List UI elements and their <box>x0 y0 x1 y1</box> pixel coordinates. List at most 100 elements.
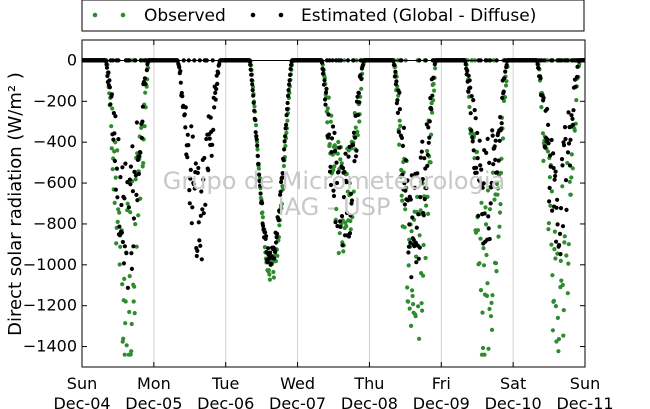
data-point <box>253 130 258 135</box>
data-point <box>551 298 557 303</box>
data-point <box>553 173 558 179</box>
data-point <box>484 293 490 298</box>
data-point <box>475 228 481 233</box>
data-point <box>131 299 136 304</box>
data-point <box>323 90 329 95</box>
data-point <box>256 161 261 167</box>
data-point <box>391 59 396 64</box>
y-axis-label: Direct solar radiation (W/m² ) <box>5 72 26 336</box>
data-point <box>281 163 286 169</box>
data-point <box>432 88 437 93</box>
data-point <box>499 121 504 126</box>
data-point <box>328 119 333 124</box>
y-tick-label: −400 <box>33 132 77 151</box>
data-point <box>191 182 196 187</box>
data-point <box>113 114 118 119</box>
data-point <box>354 148 359 153</box>
data-point <box>343 220 348 225</box>
data-point <box>561 333 566 338</box>
data-point <box>275 231 280 236</box>
data-point <box>132 311 137 316</box>
data-point <box>348 227 353 232</box>
data-point <box>500 136 506 141</box>
data-point <box>334 160 339 165</box>
data-point <box>498 115 503 120</box>
legend-marker-estimated <box>278 12 284 18</box>
data-point <box>284 122 289 127</box>
data-point <box>206 168 211 173</box>
data-point <box>136 171 141 176</box>
data-point <box>355 129 360 134</box>
data-point <box>328 182 334 188</box>
data-point <box>339 161 344 166</box>
legend-label-observed: Observed <box>144 6 226 26</box>
data-point <box>266 246 271 251</box>
data-point <box>419 301 424 306</box>
data-point <box>128 210 133 215</box>
data-point <box>550 328 556 333</box>
data-point <box>481 181 486 186</box>
data-point <box>426 125 431 130</box>
data-point <box>358 73 363 78</box>
data-point <box>559 278 564 283</box>
data-point <box>119 230 124 235</box>
data-point <box>400 143 405 148</box>
data-point <box>215 81 220 86</box>
data-point <box>550 273 555 278</box>
data-point <box>135 157 140 162</box>
data-point <box>272 256 277 261</box>
data-point <box>285 118 290 123</box>
data-point <box>322 97 328 102</box>
data-point <box>536 66 541 71</box>
data-point <box>113 187 118 192</box>
data-point <box>329 150 334 155</box>
data-point <box>417 245 422 250</box>
data-point <box>431 81 436 87</box>
data-point <box>277 223 282 228</box>
data-point <box>124 251 129 256</box>
data-point <box>562 234 567 239</box>
data-point <box>281 158 286 163</box>
data-point <box>426 211 431 216</box>
data-point <box>204 136 209 142</box>
data-point <box>339 214 345 219</box>
data-point <box>143 90 148 95</box>
data-point <box>551 165 556 171</box>
data-point <box>489 185 494 190</box>
data-point <box>139 135 144 141</box>
data-point <box>425 163 430 168</box>
data-point <box>558 206 564 211</box>
data-point <box>140 119 145 124</box>
data-point <box>478 288 484 293</box>
data-point <box>400 198 405 203</box>
data-point <box>340 243 345 248</box>
data-point <box>469 94 474 99</box>
data-point <box>255 143 260 148</box>
data-point <box>551 151 556 156</box>
data-point <box>201 211 206 216</box>
x-tick-label-day: Sat <box>500 374 526 393</box>
data-point <box>198 243 203 248</box>
data-point <box>468 85 473 90</box>
y-axis-ticks: 0 −200 −400 −600 −800 −1000 −1200 −1400 <box>23 50 585 356</box>
data-point <box>428 160 433 165</box>
data-point <box>276 218 281 223</box>
data-point <box>131 216 136 221</box>
data-point <box>283 134 288 139</box>
y-tick-label: −1400 <box>23 337 77 356</box>
data-point <box>399 135 404 140</box>
data-point <box>125 201 130 206</box>
data-point <box>549 189 555 194</box>
data-point <box>277 209 282 214</box>
data-point <box>558 258 563 263</box>
data-point <box>107 85 112 90</box>
data-point <box>347 144 352 149</box>
data-point <box>140 104 145 109</box>
data-point <box>487 160 492 165</box>
data-point <box>251 93 256 98</box>
data-point <box>325 120 330 125</box>
data-point <box>198 213 203 218</box>
data-point <box>260 215 265 220</box>
data-point <box>566 261 571 266</box>
x-gridlines <box>153 40 514 367</box>
